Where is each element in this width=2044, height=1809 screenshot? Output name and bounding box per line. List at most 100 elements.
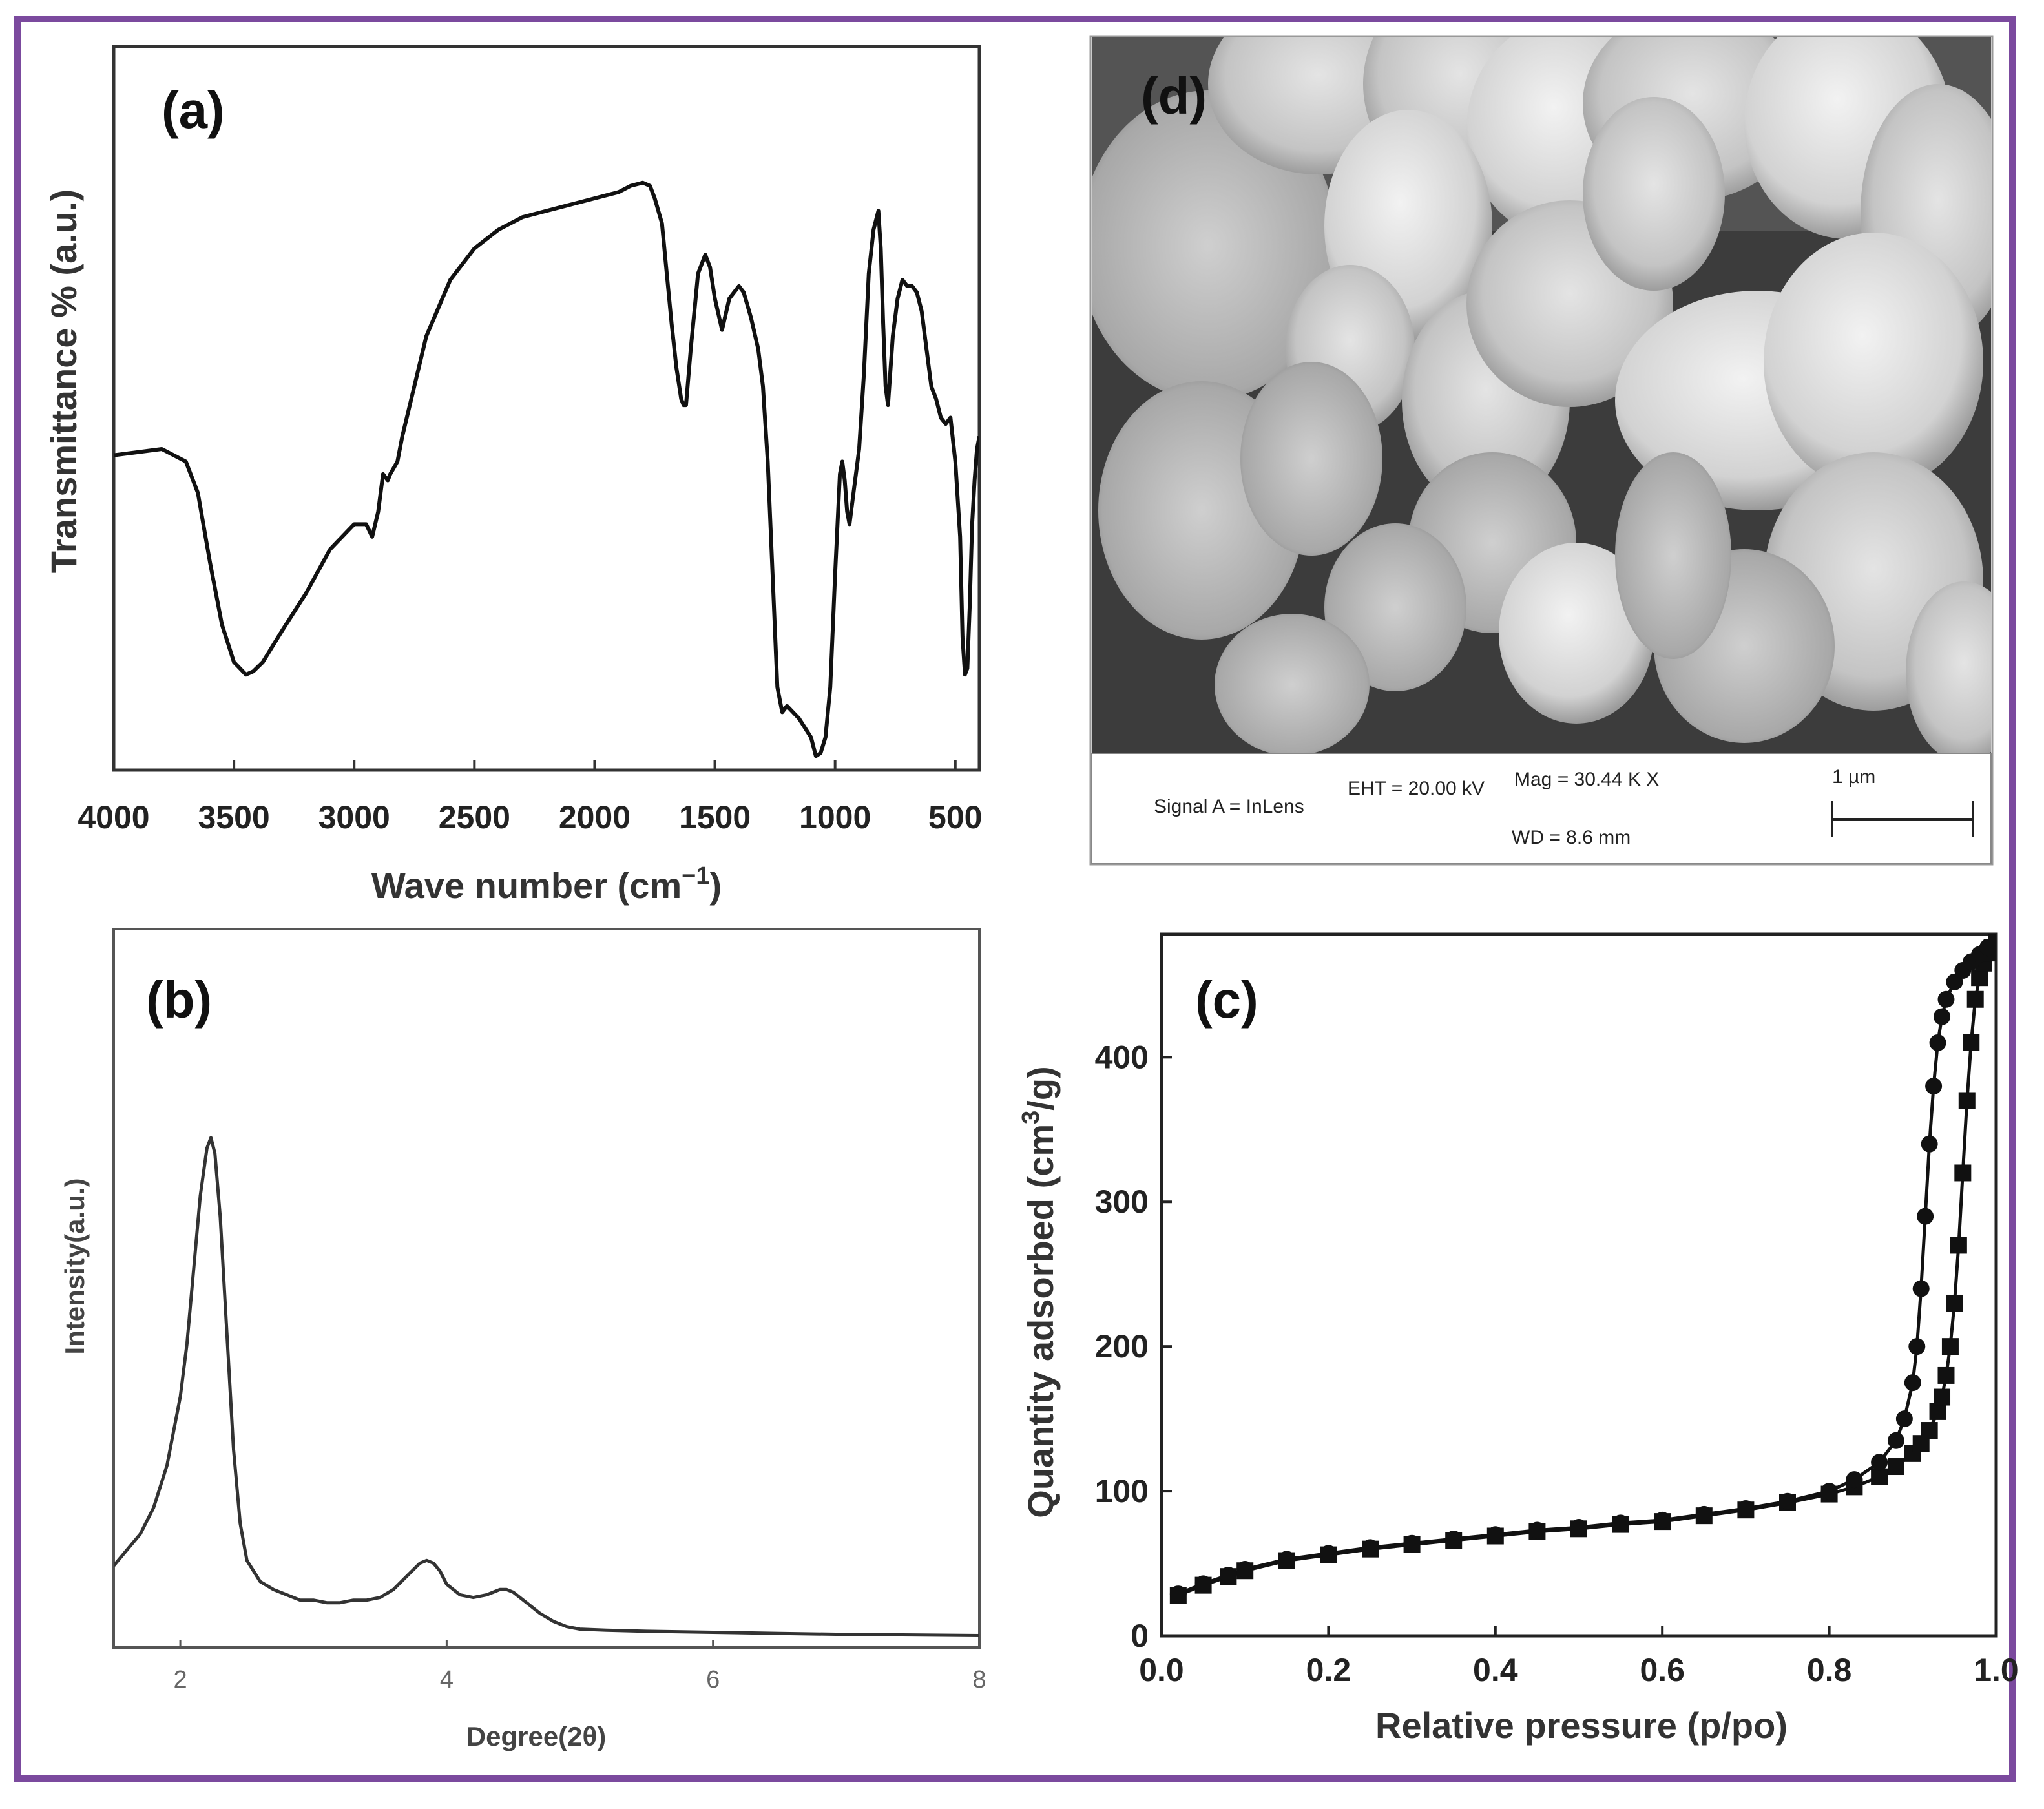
panel-b-x-tick-label: 4 bbox=[440, 1666, 454, 1693]
panel-c-plot-area bbox=[1160, 932, 1998, 1638]
panel-c-desorption-point bbox=[1220, 1566, 1237, 1584]
panel-c-desorption-point bbox=[1988, 934, 1996, 950]
panel-c-adsorption-point bbox=[1871, 1468, 1888, 1485]
panel-c-desorption-point bbox=[1937, 990, 1955, 1008]
panel-a-spectrum-line bbox=[114, 180, 979, 758]
panel-a-ftir-chart: 4000 3500 3000 2500 2000 1500 1000 500 (a) Wave… bbox=[43, 45, 982, 906]
panel-b-x-axis-title: Degree(2θ) bbox=[466, 1721, 606, 1751]
panel-c-desorption-point bbox=[1887, 1432, 1904, 1449]
sem-wd: WD = 8.6 mm bbox=[1512, 827, 1631, 848]
panel-c-desorption-point bbox=[1912, 1280, 1930, 1297]
panel-c-desorption-point bbox=[1194, 1575, 1212, 1593]
panel-c-x-tick-label: 1.0 bbox=[1974, 1652, 2019, 1688]
panel-c-y-tick-label: 200 bbox=[1095, 1328, 1149, 1365]
panel-b-plot-area bbox=[112, 928, 981, 1649]
panel-c-adsorption-point bbox=[1934, 1388, 1951, 1406]
panel-c-desorption-point bbox=[1846, 1471, 1863, 1489]
panel-c-desorption-point bbox=[1779, 1492, 1796, 1510]
panel-a-x-tick-label: 500 bbox=[928, 799, 982, 835]
sem-micrograph bbox=[1092, 37, 1991, 753]
panel-c-desorption-point bbox=[1934, 1008, 1951, 1025]
panel-a-x-tick-label: 4000 bbox=[78, 799, 149, 835]
panel-c-desorption-point bbox=[1403, 1534, 1421, 1552]
panel-a-plot-area bbox=[112, 45, 981, 772]
panel-c-desorption-point bbox=[1654, 1511, 1671, 1529]
panel-c-adsorption-point bbox=[1954, 1164, 1972, 1182]
panel-c-desorption-point bbox=[1570, 1519, 1587, 1536]
panel-b-x-tick-label: 2 bbox=[174, 1666, 187, 1693]
panel-b-x-tick-label: 6 bbox=[706, 1666, 720, 1693]
panel-b-x-ticks: 2 4 6 8 bbox=[174, 1640, 986, 1693]
panel-c-isotherm-chart: 0.0 0.2 0.4 0.6 0.8 1.0 0 100 200 300 400 (c) Rel… bbox=[1017, 932, 2019, 1746]
panel-a-x-tick-label: 2500 bbox=[439, 799, 510, 835]
panel-c-desorption-point bbox=[1362, 1539, 1379, 1556]
panel-b-y-axis-title: Intensity(a.u.) bbox=[59, 1178, 90, 1354]
panel-c-adsorption-point bbox=[1958, 1092, 1976, 1109]
sem-mag: Mag = 30.44 K X bbox=[1514, 769, 1659, 790]
panel-c-adsorption-point bbox=[1941, 1338, 1959, 1355]
panel-c-y-tick-label: 0 bbox=[1131, 1618, 1149, 1654]
panel-a-x-tick-label: 3500 bbox=[198, 799, 269, 835]
panel-c-x-tick-label: 0.0 bbox=[1139, 1652, 1184, 1688]
sem-eht: EHT = 20.00 kV bbox=[1348, 778, 1485, 799]
panel-c-desorption-point bbox=[1820, 1483, 1838, 1500]
panel-a-x-tick-label: 2000 bbox=[559, 799, 631, 835]
panel-c-desorption-point bbox=[1486, 1526, 1504, 1543]
panel-c-x-tick-label: 0.6 bbox=[1640, 1652, 1685, 1688]
panel-c-desorption-point bbox=[1946, 973, 1963, 990]
panel-d-sem-image: (d) Signal A = InLens EHT = 20.00 kV Mag… bbox=[1089, 35, 1994, 866]
panel-d-label: (d) bbox=[1141, 67, 1207, 125]
panel-a-label: (a) bbox=[162, 81, 225, 139]
sem-info-bar bbox=[1091, 753, 1992, 864]
panel-c-desorption-point bbox=[1925, 1078, 1943, 1095]
panel-c-desorption-point bbox=[1278, 1551, 1295, 1568]
panel-c-desorption-point bbox=[1904, 1374, 1921, 1392]
panel-c-adsorption-point bbox=[1929, 1403, 1946, 1420]
panel-c-desorption-point bbox=[1737, 1500, 1755, 1517]
panel-c-desorption-point bbox=[1320, 1545, 1337, 1562]
panel-c-x-tick-label: 0.4 bbox=[1473, 1652, 1518, 1688]
panel-c-desorption-point bbox=[1871, 1454, 1888, 1471]
panel-a-x-tick-label: 3000 bbox=[318, 799, 390, 835]
panel-c-y-ticks: 0 100 200 300 400 bbox=[1095, 1039, 1172, 1654]
panel-c-desorption-point bbox=[1695, 1505, 1713, 1523]
panel-c-desorption-point bbox=[1908, 1338, 1926, 1355]
panel-c-x-tick-label: 0.8 bbox=[1807, 1652, 1852, 1688]
panel-b-xrd-chart: 2 4 6 8 (b) Degree(2θ) Intensity(a.u.) bbox=[59, 928, 986, 1751]
panel-c-y-tick-label: 400 bbox=[1095, 1039, 1149, 1075]
panel-c-adsorption-point bbox=[1887, 1458, 1904, 1476]
panel-c-y-tick-label: 100 bbox=[1095, 1473, 1149, 1509]
panel-c-desorption-point bbox=[1929, 1034, 1946, 1051]
panel-c-desorption-point bbox=[1169, 1585, 1187, 1603]
panel-c-adsorption-point bbox=[1950, 1237, 1967, 1254]
panel-c-x-axis-title: Relative pressure (p/po) bbox=[1375, 1705, 1788, 1746]
panel-c-desorption-point bbox=[1921, 1135, 1938, 1153]
panel-c-desorption-point bbox=[1236, 1560, 1254, 1578]
sem-scale-bar bbox=[1831, 801, 1974, 837]
panel-a-x-axis-title: Wave number (cm−1) bbox=[371, 863, 722, 906]
panel-c-adsorption-point bbox=[1921, 1422, 1938, 1439]
panel-a-y-axis-title: Transmittance % (a.u.) bbox=[43, 189, 84, 573]
panel-c-adsorption-point bbox=[1966, 990, 1984, 1008]
panel-c-y-axis-title: Quantity adsorbed (cm3/g) bbox=[1017, 1066, 1061, 1518]
panel-c-desorption-point bbox=[1895, 1410, 1913, 1428]
panel-b-diffraction-line bbox=[114, 1136, 979, 1637]
panel-c-desorption-point bbox=[1528, 1521, 1546, 1539]
panel-c-x-tick-label: 0.2 bbox=[1306, 1652, 1351, 1688]
sem-signal: Signal A = InLens bbox=[1154, 796, 1304, 817]
sem-scale-label: 1 µm bbox=[1832, 766, 1875, 788]
panel-c-label: (c) bbox=[1195, 971, 1258, 1029]
panel-c-desorption-point bbox=[1917, 1208, 1934, 1225]
panel-c-markers bbox=[1169, 934, 1996, 1604]
panel-c-y-tick-label: 300 bbox=[1095, 1184, 1149, 1220]
panel-c-x-ticks: 0.0 0.2 0.4 0.6 0.8 1.0 bbox=[1139, 1626, 2019, 1688]
panel-c-desorption-point bbox=[1612, 1514, 1629, 1532]
panel-a-x-ticks: 4000 3500 3000 2500 2000 1500 1000 500 bbox=[78, 760, 982, 835]
panel-b-label: (b) bbox=[146, 971, 212, 1029]
panel-c-adsorption-point bbox=[1971, 969, 1988, 987]
panel-c-adsorption-point bbox=[1946, 1294, 1963, 1312]
panel-c-adsorption-point bbox=[1963, 1034, 1980, 1051]
panel-a-x-tick-label: 1000 bbox=[799, 799, 871, 835]
panel-c-desorption-point bbox=[1445, 1530, 1463, 1547]
